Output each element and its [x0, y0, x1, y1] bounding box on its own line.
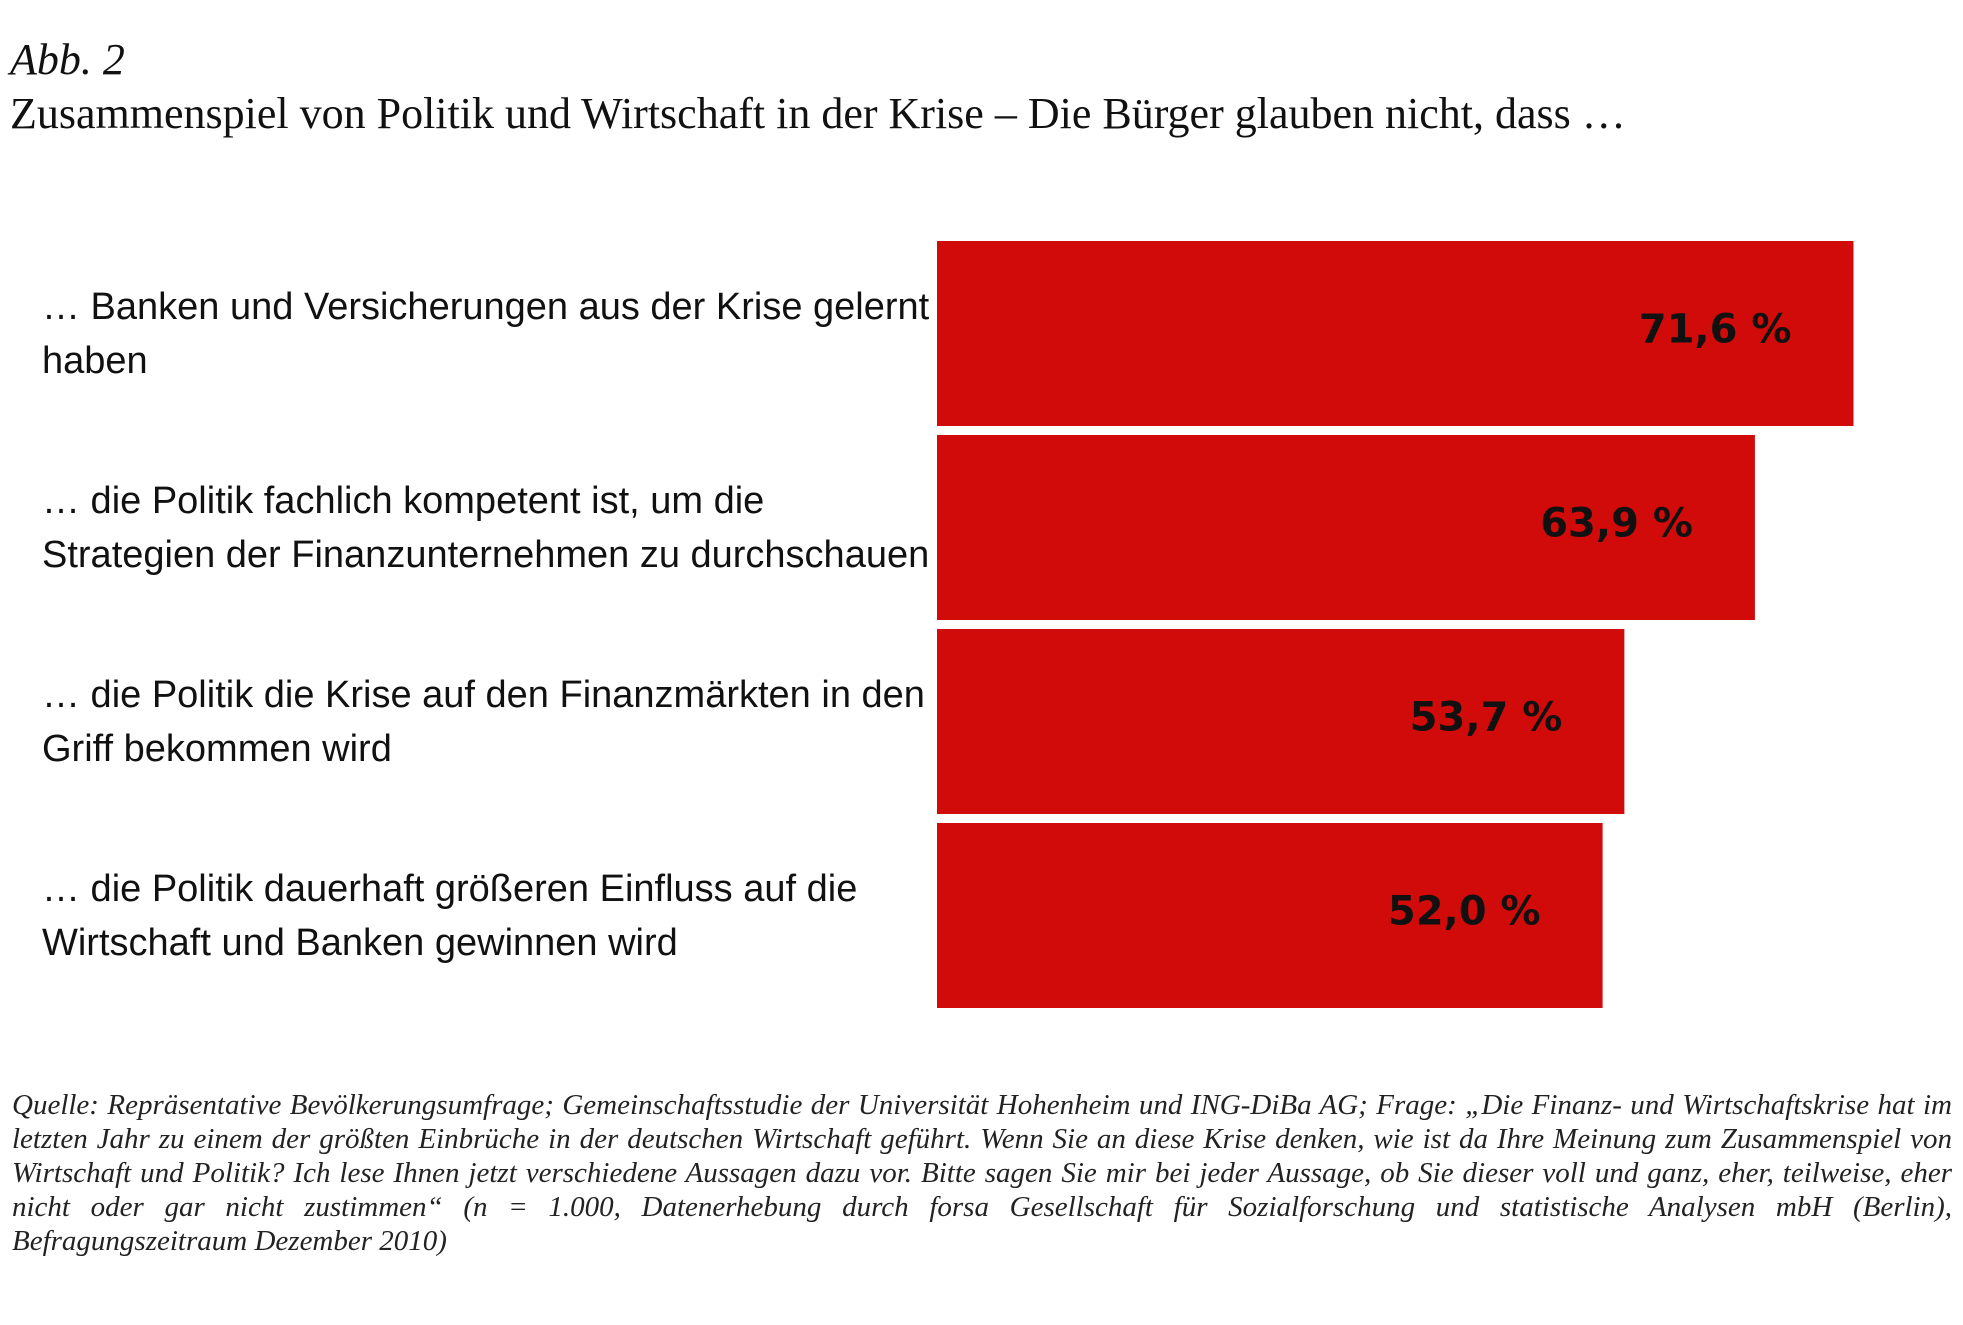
- value-label: 71,6 %: [1639, 307, 1792, 353]
- bar: [937, 823, 1603, 1008]
- figure-label: Abb. 2: [10, 35, 125, 84]
- bar: [937, 435, 1755, 620]
- category-label: … die Politik dauerhaft größeren Einflus…: [42, 867, 858, 964]
- value-label: 53,7 %: [1410, 695, 1563, 741]
- category-label: … die Politik fachlich kompetent ist, um…: [42, 479, 930, 576]
- chart-title: Zusammenspiel von Politik und Wirtschaft…: [10, 89, 1626, 138]
- bar: [937, 241, 1854, 426]
- category-label: … Banken und Versicherungen aus der Kris…: [42, 285, 930, 382]
- value-label: 52,0 %: [1388, 889, 1541, 935]
- source-note: Quelle: Repräsentative Bevölkerungsumfra…: [12, 1089, 1952, 1257]
- value-label: 63,9 %: [1540, 501, 1693, 547]
- category-label: … die Politik die Krise auf den Finanzmä…: [42, 673, 925, 770]
- bar: [937, 629, 1625, 814]
